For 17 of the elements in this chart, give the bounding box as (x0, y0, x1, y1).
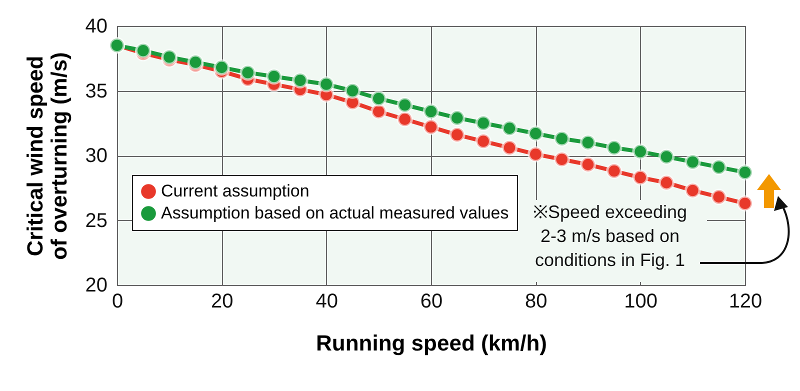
x-tick-label: 120 (728, 290, 762, 312)
annotation: ※Speed exceeding 2-3 m/s based on conditions in Fig. 1 (532, 202, 688, 270)
y-tick-label: 20 (85, 274, 108, 296)
y-tick-label: 40 (85, 16, 108, 38)
legend-label: Current assumption (161, 182, 310, 200)
x-tick-label: 20 (211, 290, 234, 312)
x-tick-label: 0 (112, 290, 124, 312)
y-tick-label: 25 (85, 210, 108, 232)
x-tick-label: 100 (624, 290, 658, 312)
y-axis-title: Critical wind speed of overturning (m/s) (22, 52, 72, 260)
x-tick-label: 40 (316, 290, 338, 312)
y-tick-label: 30 (85, 145, 108, 167)
x-tick-label: 80 (525, 290, 548, 312)
y-tick-label: 35 (85, 80, 108, 102)
legend-label: Assumption based on actual measured values (161, 204, 509, 222)
x-tick-label: 60 (420, 290, 443, 312)
x-axis-title: Running speed (km/h) (316, 330, 547, 356)
